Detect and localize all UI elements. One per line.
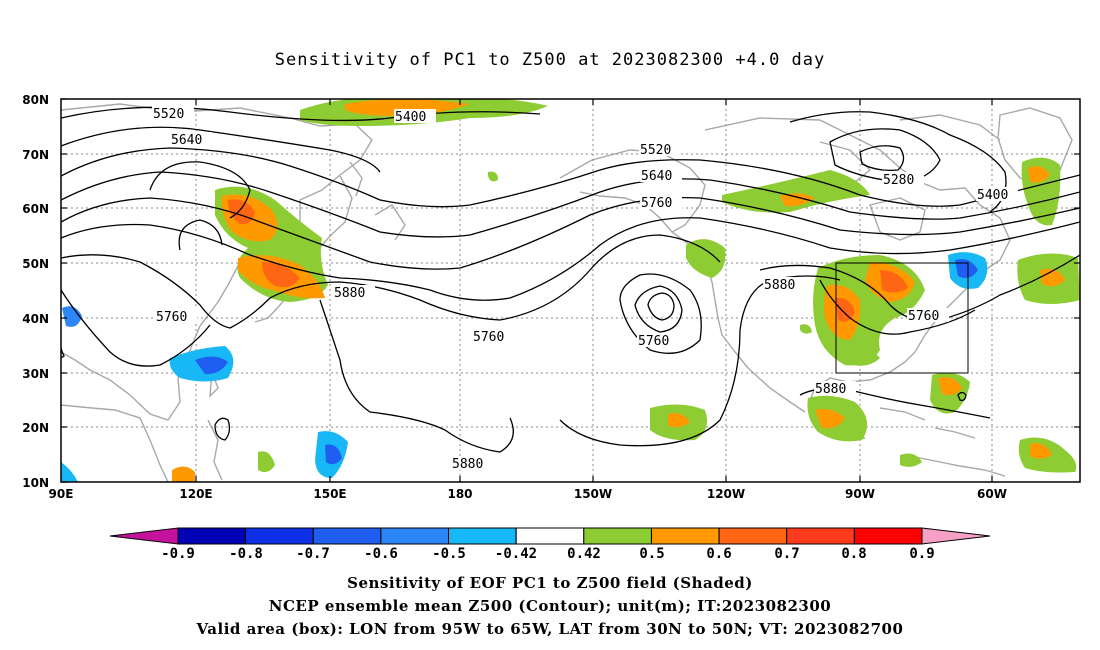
contour-label: 5400 xyxy=(395,110,426,125)
lon-tick-label: 90W xyxy=(845,487,875,501)
contour-label: 5760 xyxy=(641,196,672,211)
colorbar-box xyxy=(380,527,449,545)
lon-tick-label: 150W xyxy=(574,487,612,501)
tick-marks xyxy=(61,98,1080,483)
colorbar-max-triangle xyxy=(921,527,991,545)
colorbar-box xyxy=(718,527,788,545)
colorbar: -0.9 -0.8 -0.7 -0.6 -0.5 -0.42 0.42 0.5 … xyxy=(109,527,991,562)
lat-tick-label: 10N xyxy=(22,476,49,490)
contour-label: 5520 xyxy=(153,107,184,122)
colorbar-box xyxy=(177,527,247,545)
contour-label: 5760 xyxy=(473,330,504,345)
lon-tick-label: 120W xyxy=(707,487,745,501)
contour-label: 5760 xyxy=(638,334,669,349)
colorbar-label: 0.9 xyxy=(909,546,934,562)
colorbar-box xyxy=(583,527,652,545)
contour-label: 5400 xyxy=(977,188,1008,203)
lon-tick-label: 180 xyxy=(447,487,472,501)
colorbar-label: -0.6 xyxy=(364,546,398,562)
contour-label: 5760 xyxy=(908,309,939,324)
colorbar-box xyxy=(786,527,855,545)
contour-label: 5760 xyxy=(156,310,187,325)
colorbar-min-triangle xyxy=(109,527,179,545)
valid-area-box xyxy=(835,262,969,374)
contour-label: 5640 xyxy=(171,133,202,148)
colorbar-label: 0.42 xyxy=(567,546,601,562)
lat-tick-label: 70N xyxy=(22,148,49,162)
colorbar-box xyxy=(312,527,382,545)
lat-tick-label: 20N xyxy=(22,421,49,435)
lon-tick-label: 90E xyxy=(49,487,74,501)
colorbar-label: 0.8 xyxy=(841,546,866,562)
colorbar-label: -0.8 xyxy=(229,546,263,562)
lat-tick-label: 50N xyxy=(22,257,49,271)
lat-tick-label: 40N xyxy=(22,312,49,326)
contour-label: 5880 xyxy=(815,382,846,397)
sensitivity-shading xyxy=(61,99,1080,482)
longitude-labels: 90E 120E 150E 180 150W 120W 90W 60W xyxy=(49,487,1007,501)
colorbar-box xyxy=(448,527,517,545)
contour-labels: 5520 5640 5400 5520 5640 5760 5280 5400 … xyxy=(152,106,1018,472)
lon-tick-label: 60W xyxy=(977,487,1007,501)
colorbar-label: -0.9 xyxy=(161,546,195,562)
colorbar-box xyxy=(515,527,585,545)
colorbar-box xyxy=(651,527,720,545)
map-background xyxy=(61,99,1080,482)
lon-tick-label: 120E xyxy=(179,487,212,501)
colorbar-box xyxy=(245,527,314,545)
colorbar-label: 0.5 xyxy=(639,546,664,562)
contour-label: 5880 xyxy=(334,286,365,301)
lat-tick-label: 80N xyxy=(22,93,49,107)
caption-line-3: Valid area (box): LON from 95W to 65W, L… xyxy=(196,620,904,638)
lat-tick-label: 30N xyxy=(22,367,49,381)
colorbar-label: -0.42 xyxy=(495,546,537,562)
colorbar-box xyxy=(853,527,923,545)
colorbar-labels: -0.9 -0.8 -0.7 -0.6 -0.5 -0.42 0.42 0.5 … xyxy=(161,546,935,562)
colorbar-label: -0.7 xyxy=(296,546,330,562)
contour-label: 5280 xyxy=(883,173,914,188)
colorbar-label: 0.6 xyxy=(706,546,731,562)
lat-tick-label: 60N xyxy=(22,202,49,216)
colorbar-boxes xyxy=(177,527,923,545)
map-title: Sensitivity of PC1 to Z500 at 2023082300… xyxy=(274,50,826,70)
map-frame xyxy=(60,98,1081,483)
contour-label: 5880 xyxy=(764,278,795,293)
contour-label: 5880 xyxy=(452,457,483,472)
caption-line-1: Sensitivity of EOF PC1 to Z500 field (Sh… xyxy=(347,574,753,592)
colorbar-label: 0.7 xyxy=(774,546,799,562)
colorbar-label: -0.5 xyxy=(432,546,466,562)
latitude-labels: 80N 70N 60N 50N 40N 30N 20N 10N xyxy=(22,93,49,490)
contour-label: 5520 xyxy=(640,143,671,158)
lon-tick-label: 150E xyxy=(313,487,346,501)
contour-label: 5640 xyxy=(641,169,672,184)
caption-line-2: NCEP ensemble mean Z500 (Contour); unit(… xyxy=(268,597,832,615)
